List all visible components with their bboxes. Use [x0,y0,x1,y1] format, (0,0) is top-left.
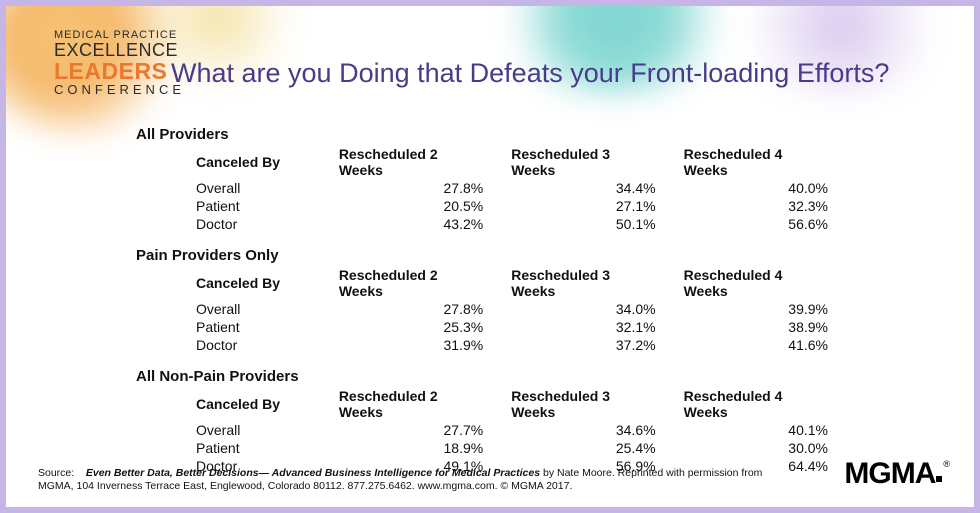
row-label: Overall [136,179,339,197]
conference-logo-line4: CONFERENCE [54,83,185,96]
cell-value: 34.4% [511,179,683,197]
conference-logo-line3: LEADERS [54,60,185,83]
cell-value: 32.3% [684,197,856,215]
cell-value: 37.2% [511,336,683,354]
data-table: Canceled ByRescheduled 2 WeeksReschedule… [136,145,856,233]
cell-value: 27.7% [339,421,511,439]
cell-value: 25.4% [511,439,683,457]
section-title: All Providers [136,126,856,143]
tables-container: All ProvidersCanceled ByRescheduled 2 We… [136,126,856,489]
cell-value: 31.9% [339,336,511,354]
cell-value: 27.1% [511,197,683,215]
cell-value: 38.9% [684,318,856,336]
column-header: Rescheduled 4 Weeks [684,266,856,300]
conference-logo: MEDICAL PRACTICE EXCELLENCE LEADERS CONF… [54,30,185,96]
column-header: Rescheduled 2 Weeks [339,266,511,300]
slide-title: What are you Doing that Defeats your Fro… [171,58,889,89]
cell-value: 25.3% [339,318,511,336]
cell-value: 27.8% [339,300,511,318]
cell-value: 56.6% [684,215,856,233]
cell-value: 34.6% [511,421,683,439]
slide: MEDICAL PRACTICE EXCELLENCE LEADERS CONF… [6,6,974,507]
cell-value: 18.9% [339,439,511,457]
column-header: Rescheduled 3 Weeks [511,387,683,421]
row-label: Overall [136,421,339,439]
table-row: Overall27.8%34.4%40.0% [136,179,856,197]
row-label: Doctor [136,336,339,354]
mgma-logo-text: MGMA [844,457,935,490]
row-label: Overall [136,300,339,318]
data-table: Canceled ByRescheduled 2 WeeksReschedule… [136,266,856,354]
mgma-logo-dot [936,476,942,482]
row-label: Doctor [136,215,339,233]
table-section: All Non-Pain ProvidersCanceled ByResched… [136,368,856,475]
column-header: Canceled By [136,266,339,300]
column-header: Canceled By [136,387,339,421]
table-row: Overall27.8%34.0%39.9% [136,300,856,318]
cell-value: 40.0% [684,179,856,197]
slide-frame: MEDICAL PRACTICE EXCELLENCE LEADERS CONF… [0,0,980,513]
table-row: Patient25.3%32.1%38.9% [136,318,856,336]
column-header: Rescheduled 3 Weeks [511,266,683,300]
section-title: All Non-Pain Providers [136,368,856,385]
source-book-title: Even Better Data, Better Decisions— Adva… [86,467,540,479]
cell-value: 40.1% [684,421,856,439]
table-row: Doctor31.9%37.2%41.6% [136,336,856,354]
row-label: Patient [136,439,339,457]
cell-value: 30.0% [684,439,856,457]
table-section: Pain Providers OnlyCanceled ByReschedule… [136,247,856,354]
table-row: Patient18.9%25.4%30.0% [136,439,856,457]
cell-value: 43.2% [339,215,511,233]
data-table: Canceled ByRescheduled 2 WeeksReschedule… [136,387,856,475]
mgma-logo: MGMA ® [844,457,948,491]
cell-value: 41.6% [684,336,856,354]
source-label: Source: [38,467,74,479]
cell-value: 50.1% [511,215,683,233]
row-label: Patient [136,197,339,215]
row-label: Patient [136,318,339,336]
column-header: Rescheduled 2 Weeks [339,387,511,421]
column-header: Rescheduled 4 Weeks [684,145,856,179]
cell-value: 27.8% [339,179,511,197]
column-header: Rescheduled 3 Weeks [511,145,683,179]
table-row: Overall27.7%34.6%40.1% [136,421,856,439]
column-header: Rescheduled 4 Weeks [684,387,856,421]
conference-logo-line2: EXCELLENCE [54,41,185,59]
cell-value: 32.1% [511,318,683,336]
table-section: All Providers Canceled ByRescheduled 2 We… [136,126,856,233]
column-header: Rescheduled 2 Weeks [339,145,511,179]
source-citation: Source: Even Better Data, Better Decisio… [38,467,798,493]
mgma-logo-registered: ® [943,459,949,469]
cell-value: 20.5% [339,197,511,215]
cell-value: 39.9% [684,300,856,318]
table-row: Doctor43.2%50.1%56.6% [136,215,856,233]
table-row: Patient20.5%27.1%32.3% [136,197,856,215]
cell-value: 34.0% [511,300,683,318]
section-title: Pain Providers Only [136,247,856,264]
column-header: Canceled By [136,145,339,179]
